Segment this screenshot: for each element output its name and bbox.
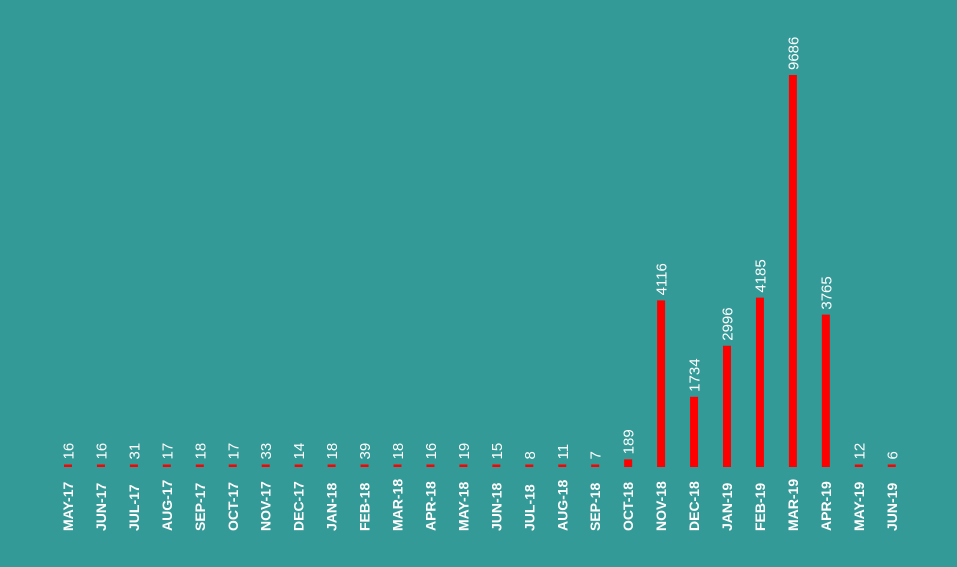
tick-label-jun-17: JUN-17 [93, 483, 109, 531]
tick-label-jul-17: JUL-17 [126, 484, 142, 531]
data-label-jun-18: 15 [489, 443, 506, 460]
data-label-jun-17: 16 [93, 443, 110, 460]
data-labels-group: 16 16 31 17 18 17 33 14 18 39 18 16 19 15 8 11 7 189 4116 1… [61, 37, 902, 460]
tick-label-feb-19: FEB-19 [752, 483, 768, 531]
data-label-sep-18: 7 [588, 451, 605, 459]
data-label-may-17: 16 [61, 443, 78, 460]
tick-label-sep-18: SEP-18 [587, 483, 603, 531]
x-axis-tick-labels: MAY-17 JUN-17 JUL-17 AUG-17 SEP-17 OCT-17 NOV-… [60, 479, 900, 531]
tick-label-nov-17: NOV-17 [258, 481, 274, 531]
bar-mar-18 [393, 464, 402, 467]
tick-label-jul-18: JUL-18 [521, 484, 537, 531]
data-label-feb-19: 4185 [752, 259, 769, 292]
bar-jun-17 [96, 464, 105, 467]
data-label-dec-17: 14 [291, 443, 308, 460]
bar-nov-17 [261, 464, 270, 467]
data-label-jan-19: 2996 [720, 307, 737, 340]
tick-label-may-17: MAY-17 [60, 481, 76, 531]
tick-label-apr-19: APR-19 [818, 481, 834, 531]
tick-label-aug-18: AUG-18 [554, 479, 570, 531]
bar-sep-17 [195, 464, 204, 467]
data-label-mar-19: 9686 [785, 37, 802, 70]
bar-may-19 [854, 464, 863, 467]
data-label-sep-17: 18 [192, 443, 209, 460]
data-label-apr-19: 3765 [818, 276, 835, 309]
data-label-nov-17: 33 [258, 443, 275, 460]
tick-label-mar-19: MAR-19 [785, 479, 801, 531]
tick-label-dec-18: DEC-18 [686, 481, 702, 531]
data-label-oct-17: 17 [225, 443, 242, 460]
bar-jan-19 [723, 345, 731, 467]
data-label-oct-18: 189 [621, 429, 638, 454]
tick-label-sep-17: SEP-17 [192, 483, 208, 531]
data-label-jan-18: 18 [324, 443, 341, 460]
bar-nov-18 [657, 300, 666, 467]
bar-jul-17 [129, 464, 138, 467]
data-label-jul-17: 31 [126, 443, 143, 460]
bar-dec-18 [690, 396, 699, 467]
data-label-may-18: 19 [456, 443, 473, 460]
data-label-jul-18: 8 [522, 451, 539, 459]
tick-label-mar-18: MAR-18 [390, 479, 406, 531]
bar-sep-18 [591, 464, 600, 467]
tick-label-oct-17: OCT-17 [225, 482, 241, 531]
tick-label-may-19: MAY-19 [851, 481, 867, 531]
bar-jul-18 [525, 464, 534, 467]
tick-label-jun-19: JUN-19 [884, 483, 900, 531]
tick-label-jan-18: JAN-18 [324, 483, 340, 531]
bar-aug-17 [162, 464, 171, 467]
data-label-apr-18: 16 [423, 443, 440, 460]
bar-dec-17 [294, 464, 303, 467]
data-label-feb-18: 39 [357, 443, 374, 460]
bar-jun-18 [492, 464, 501, 467]
tick-label-nov-18: NOV-18 [653, 481, 669, 531]
bar-may-17 [64, 464, 72, 467]
data-label-aug-17: 17 [159, 443, 176, 460]
bar-jun-19 [887, 464, 896, 467]
data-label-nov-18: 4116 [654, 263, 671, 295]
tick-label-apr-18: APR-18 [422, 481, 438, 531]
bar-mar-19 [788, 75, 797, 467]
tick-label-may-18: MAY-18 [455, 481, 471, 531]
bar-jan-18 [327, 464, 336, 467]
bar-feb-18 [360, 464, 369, 467]
bar-feb-19 [755, 297, 764, 467]
tick-label-jan-19: JAN-19 [719, 483, 735, 531]
data-label-jun-19: 6 [884, 451, 901, 459]
data-label-dec-18: 1734 [687, 358, 704, 391]
bars-group [64, 75, 896, 467]
data-label-aug-18: 11 [555, 444, 572, 460]
tick-label-aug-17: AUG-17 [159, 479, 175, 531]
bar-oct-18 [624, 459, 633, 467]
bar-oct-17 [228, 464, 237, 467]
bar-apr-18 [426, 464, 435, 467]
tick-label-dec-17: DEC-17 [291, 481, 307, 531]
bar-apr-19 [821, 314, 830, 467]
tick-label-oct-18: OCT-18 [620, 482, 636, 531]
data-label-may-19: 12 [851, 443, 868, 460]
tick-label-jun-18: JUN-18 [488, 483, 504, 531]
bar-may-18 [459, 464, 468, 467]
tick-label-feb-18: FEB-18 [357, 483, 373, 531]
data-label-mar-18: 18 [390, 443, 407, 460]
bar-aug-18 [558, 464, 567, 467]
